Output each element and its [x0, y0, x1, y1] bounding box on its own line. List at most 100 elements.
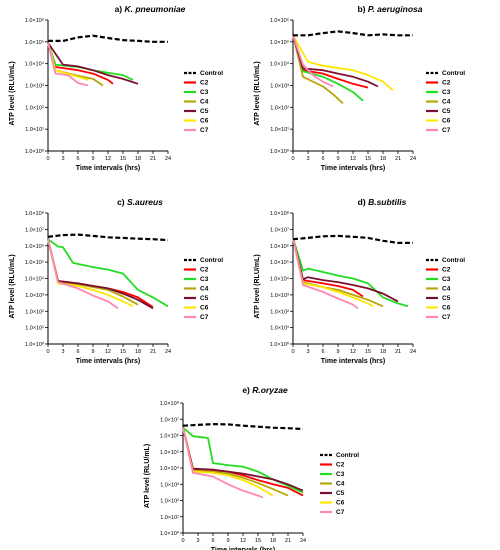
legend-label: C5: [200, 295, 209, 302]
legend: Control C2 C3 C4 C5 C6 C7: [320, 452, 359, 516]
y-tick-label: 1.0×10²: [25, 309, 44, 315]
x-tick-label: 0: [181, 538, 184, 544]
y-tick-label: 1.0×10⁰: [160, 530, 180, 537]
x-tick-label: 3: [61, 156, 64, 162]
legend-label: C4: [442, 99, 451, 106]
legend: Control C2 C3 C4 C5 C6 C7: [184, 257, 223, 321]
legend-label: C6: [442, 305, 451, 312]
legend-label: C5: [336, 490, 345, 497]
legend-label: C2: [442, 80, 451, 87]
legend: Control C2 C3 C4 C5 C6 C7: [426, 257, 465, 321]
y-tick-label: 1.0×10¹: [25, 127, 44, 133]
chart-panel-2: b) P. aeruginosa 0 3 6 9 12 15 18 21 24 1.0×10⁰ 1.0…: [254, 4, 465, 172]
legend-label: C2: [200, 267, 209, 274]
y-axis-label: ATP level (RLU/mL): [254, 254, 261, 318]
y-tick-label: 1.0×10³: [25, 293, 44, 299]
x-tick-label: 18: [135, 156, 141, 162]
x-tick-label: 24: [300, 538, 306, 544]
x-tick-label: 12: [105, 349, 111, 355]
y-tick-label: 1.0×10²: [270, 105, 289, 111]
y-tick-label: 1.0×10⁴: [25, 276, 45, 283]
x-tick-label: 21: [150, 156, 156, 162]
series-line-c6: [182, 427, 274, 497]
y-tick-label: 1.0×10⁵: [160, 449, 179, 456]
y-tick-label: 1.0×10⁸: [270, 210, 289, 217]
x-tick-label: 3: [196, 538, 199, 544]
y-tick-label: 1.0×10⁵: [270, 39, 289, 46]
y-tick-label: 1.0×10³: [160, 482, 179, 488]
series-line-control: [48, 34, 168, 43]
x-tick-label: 6: [321, 156, 324, 162]
y-axis-label: ATP level (RLU/mL): [9, 61, 16, 125]
series-line-c7: [47, 42, 89, 87]
legend-label: C4: [200, 286, 209, 293]
x-tick-label: 9: [91, 349, 94, 355]
legend-label: C6: [200, 118, 209, 125]
y-tick-label: 1.0×10⁵: [25, 39, 44, 46]
series-line-c5: [292, 237, 399, 303]
y-tick-label: 1.0×10³: [270, 293, 289, 299]
x-tick-label: 12: [240, 538, 246, 544]
x-tick-label: 12: [350, 156, 356, 162]
x-tick-label: 6: [321, 349, 324, 355]
series-line-control: [47, 233, 169, 242]
legend-label: C7: [442, 127, 451, 134]
x-tick-label: 6: [76, 349, 79, 355]
series-line-c5: [292, 35, 379, 88]
x-tick-label: 15: [365, 349, 371, 355]
y-tick-label: 1.0×10⁵: [270, 259, 289, 266]
legend-label: C3: [442, 89, 451, 96]
series-line-c6: [292, 34, 394, 91]
legend-label: C2: [442, 267, 451, 274]
legend-label: C5: [442, 108, 451, 115]
x-tick-label: 12: [350, 349, 356, 355]
series-line-c7: [292, 237, 359, 310]
series-line-c4: [292, 35, 344, 105]
legend-label: C4: [200, 99, 209, 106]
x-tick-label: 15: [255, 538, 261, 544]
x-tick-label: 24: [410, 156, 416, 162]
x-tick-label: 0: [291, 349, 294, 355]
y-tick-label: 1.0×10⁶: [270, 17, 289, 24]
x-tick-label: 0: [46, 349, 49, 355]
legend-label: C3: [200, 89, 209, 96]
x-tick-label: 0: [291, 156, 294, 162]
y-tick-label: 1.0×10⁵: [25, 259, 44, 266]
y-axis-label: ATP level (RLU/mL): [9, 254, 16, 318]
y-tick-label: 1.0×10¹: [270, 127, 289, 133]
legend-label: Control: [336, 452, 359, 459]
chart-panel-3: c) S.aureus 0 3 6 9 12 15 18 21 24 1.0×10⁰ 1.0×10¹ 1…: [9, 197, 223, 365]
x-tick-label: 0: [46, 156, 49, 162]
x-tick-label: 6: [76, 156, 79, 162]
legend-label: C2: [200, 80, 209, 87]
legend-label: C3: [336, 471, 345, 478]
legend-label: C7: [336, 509, 345, 516]
x-tick-label: 9: [336, 349, 339, 355]
series-line-c6: [47, 239, 134, 308]
x-axis-label: Time intervals (hrs): [321, 165, 385, 172]
legend-label: C4: [442, 286, 451, 293]
y-tick-label: 1.0×10⁸: [160, 400, 179, 407]
x-tick-label: 9: [336, 156, 339, 162]
chart-panel-1: a) K. pneumoniae 0 3 6 9 12 15 18 21 24 1.0×10⁰ 1.0…: [9, 4, 223, 172]
legend-label: C7: [442, 314, 451, 321]
x-tick-label: 3: [61, 349, 64, 355]
series-line-c5: [47, 42, 139, 85]
y-axis-label: ATP level (RLU/mL): [254, 61, 261, 125]
chart-panel-4: d) B.subtilis 0 3 6 9 12 15 18 21 24 1.0×10⁰ 1.0×10…: [254, 197, 465, 365]
y-tick-label: 1.0×10¹: [25, 326, 44, 332]
y-tick-label: 1.0×10³: [25, 84, 44, 90]
y-tick-label: 1.0×10⁰: [270, 341, 290, 348]
x-tick-label: 21: [285, 538, 291, 544]
x-tick-label: 9: [91, 156, 94, 162]
series-line-c7: [292, 35, 334, 88]
x-tick-label: 18: [380, 156, 386, 162]
x-axis-label: Time intervals (hrs): [76, 165, 140, 172]
y-tick-label: 1.0×10²: [270, 309, 289, 315]
x-tick-label: 6: [211, 538, 214, 544]
chart-title: d) B.subtilis: [358, 197, 407, 207]
legend: Control C2 C3 C4 C5 C6 C7: [426, 70, 465, 134]
y-tick-label: 1.0×10⁶: [270, 243, 289, 250]
legend-label: Control: [442, 257, 465, 264]
